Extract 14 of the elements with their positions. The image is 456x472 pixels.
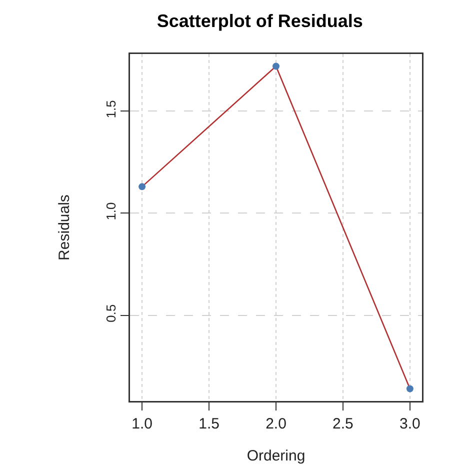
x-tick-label: 1.5 — [198, 416, 220, 432]
y-axis-title: Residuals — [56, 194, 73, 260]
x-tick-label: 2.5 — [332, 416, 354, 432]
y-tick-label: 1.0 — [103, 202, 118, 220]
x-tick-label: 1.0 — [132, 416, 152, 432]
x-tick-label: 2.0 — [266, 416, 286, 432]
x-tick-label: 3.0 — [400, 416, 420, 432]
point — [406, 385, 414, 392]
y-tick-label: 1.5 — [103, 100, 118, 118]
point — [138, 183, 146, 190]
point — [272, 62, 280, 70]
y-tick-label: 0.5 — [103, 304, 118, 322]
x-axis-title: Ordering — [246, 447, 306, 464]
chart-title: Scatterplot of Residuals — [156, 10, 363, 31]
